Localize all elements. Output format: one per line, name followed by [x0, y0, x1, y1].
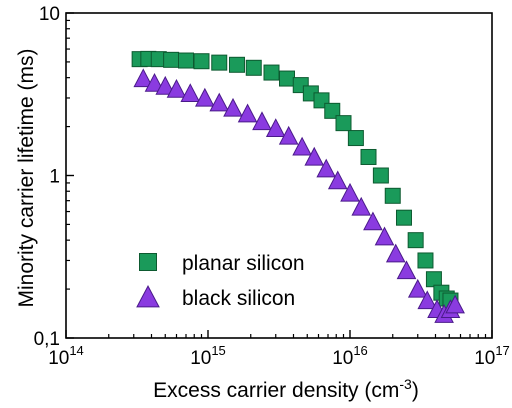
x-tick-base: 10	[332, 348, 353, 369]
data-point	[395, 209, 412, 226]
legend-label: black silicon	[182, 287, 295, 310]
data-point	[374, 226, 395, 246]
data-point	[245, 59, 262, 76]
data-point	[360, 148, 377, 165]
legend-marker-square	[139, 253, 157, 271]
data-point	[278, 125, 299, 145]
data-point	[407, 232, 424, 249]
data-point	[292, 136, 312, 156]
data-point	[384, 187, 401, 204]
data-point	[327, 170, 348, 190]
y-axis-label: Minority carrier lifetime (ms)	[15, 48, 38, 307]
data-point	[228, 56, 245, 73]
data-point	[372, 167, 389, 184]
x-tick-label: 1015	[190, 343, 226, 369]
x-tick-exp: 14	[69, 343, 83, 358]
series-black-silicon	[133, 68, 465, 323]
data-point	[324, 102, 341, 119]
data-point	[265, 118, 286, 137]
data-point	[180, 83, 201, 103]
data-point	[385, 243, 406, 263]
x-axis-label: Excess carrier density (cm-3)	[153, 376, 419, 402]
x-axis-label-close: )	[412, 379, 419, 402]
data-point	[304, 146, 325, 166]
data-point	[417, 252, 434, 269]
x-tick-exp: 16	[353, 343, 367, 358]
data-point	[396, 260, 417, 280]
x-axis-label-sup: -3	[399, 376, 412, 392]
legend: planar silicon black silicon	[136, 252, 305, 310]
x-tick-base: 10	[48, 348, 69, 369]
legend-label: planar silicon	[182, 252, 305, 275]
data-point	[425, 271, 442, 288]
data-point	[211, 54, 228, 71]
data-point	[155, 75, 176, 95]
data-point	[340, 182, 360, 202]
x-tick-exp: 17	[495, 343, 509, 358]
data-point	[166, 78, 187, 98]
data-point	[363, 211, 383, 231]
data-point	[347, 130, 364, 147]
legend-marker-triangle	[136, 285, 160, 308]
data-point	[252, 111, 272, 131]
data-point	[144, 72, 165, 92]
data-point	[178, 52, 195, 69]
data-point	[351, 196, 372, 216]
data-point	[237, 103, 258, 123]
data-point	[163, 51, 180, 68]
series-planar-silicon	[131, 50, 459, 309]
x-tick-exp: 15	[211, 343, 225, 358]
x-tick-base: 10	[474, 348, 495, 369]
data-point	[445, 294, 465, 314]
y-tick-label: 0,1	[34, 329, 60, 350]
data-point	[133, 68, 154, 88]
x-tick-label: 1017	[474, 343, 510, 369]
data-point	[263, 64, 280, 81]
x-tick-label: 1016	[332, 343, 368, 369]
x-axis-label-main: Excess carrier density (cm	[153, 379, 399, 402]
data-point	[278, 70, 295, 87]
data-point	[195, 87, 215, 107]
y-tick-label: 10	[39, 4, 60, 25]
data-point	[193, 53, 210, 70]
data-point	[316, 158, 337, 178]
data-point	[417, 290, 438, 310]
x-tick-label: 1014	[48, 343, 84, 369]
data-point	[407, 278, 428, 298]
data-point	[335, 115, 352, 132]
x-tick-base: 10	[190, 348, 211, 369]
data-point	[209, 92, 230, 112]
data-point	[223, 97, 243, 117]
plot-marks	[131, 50, 465, 323]
y-tick-label: 1	[49, 167, 60, 188]
